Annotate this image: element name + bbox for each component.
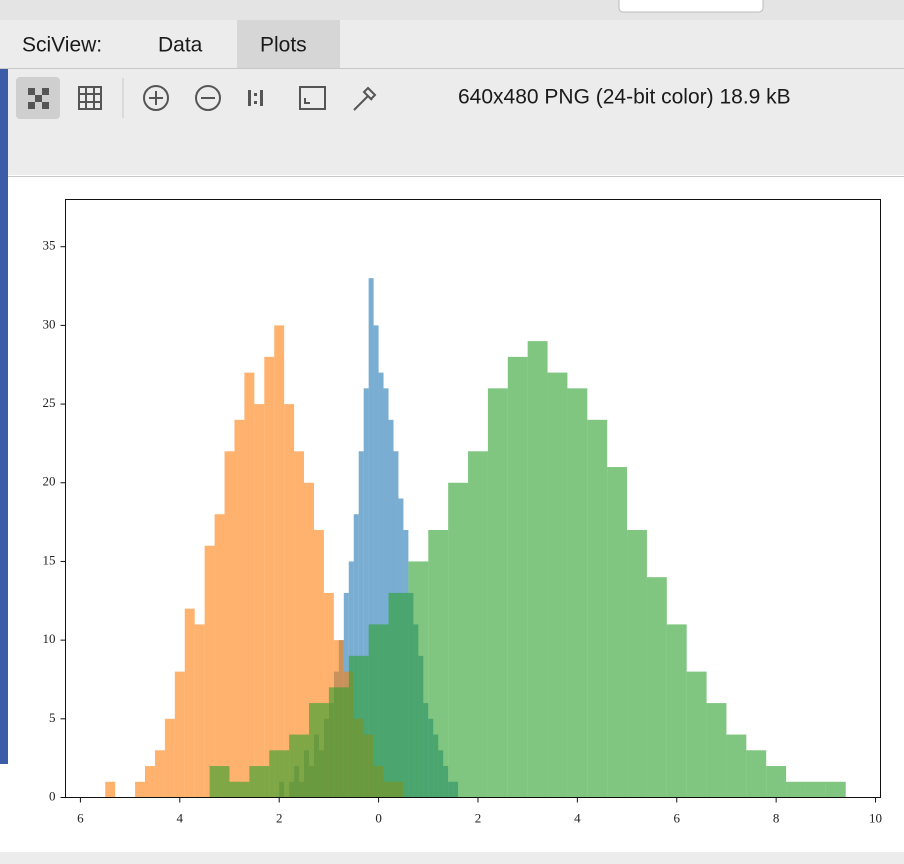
bar [507,356,528,798]
x-tick-label: 6 [674,810,681,825]
bar [378,372,384,798]
bar [214,514,225,798]
bar [184,608,195,798]
tab-bar [0,20,904,68]
bar [348,655,369,798]
bar [547,372,568,798]
bar [309,703,329,798]
bar [408,561,429,798]
image-info: 640x480 PNG (24-bit color) 18.9 kB [458,86,791,109]
y-tick-label: 20 [43,474,56,489]
bar [368,278,374,798]
bar [726,734,747,798]
bar [145,766,155,798]
bar [209,766,230,798]
y-tick-label: 0 [49,788,56,803]
tab[interactable]: Data [158,34,203,57]
zoom-in-icon[interactable] [143,85,169,111]
bar [825,781,846,798]
bar [805,781,826,798]
status-bar [0,852,904,864]
bar [105,781,116,798]
bar [706,703,727,798]
bar [627,529,647,798]
bar [154,750,165,798]
bar [363,388,369,798]
bar [786,781,806,798]
x-tick-label: 2 [475,810,482,825]
bar [448,482,469,798]
y-tick-label: 30 [43,316,56,331]
y-tick-label: 35 [43,238,56,253]
top-strip [0,0,904,20]
bar [746,750,767,798]
bar [328,687,349,798]
zoom-out-icon[interactable] [195,85,221,111]
bar [224,451,235,798]
bar [666,624,687,798]
bar [289,734,310,798]
bar [229,781,250,798]
actual-size-icon[interactable] [248,90,263,106]
bar [234,419,245,798]
bar [686,671,707,798]
fit-icon[interactable] [299,86,326,110]
x-tick-label: 8 [773,810,780,825]
bar [313,529,324,798]
bar [607,467,628,798]
bar [244,372,255,798]
tab[interactable]: Plots [260,34,307,57]
bar [254,404,265,798]
bar [373,325,379,798]
y-tick-label: 25 [43,395,56,410]
bar [194,624,205,798]
bar [388,592,409,798]
bar [646,577,667,798]
tabs-label: SciView: [22,34,102,57]
bar [274,325,285,798]
bar [294,451,305,798]
bar [358,451,364,798]
x-tick-label: 2 [276,810,283,825]
bar [174,671,185,798]
bar [304,482,314,798]
bar [527,341,548,798]
bar [487,388,508,798]
bar [135,781,146,798]
x-tick-label: 4 [574,810,581,825]
top-button[interactable] [618,0,764,13]
x-tick-label: 4 [177,810,184,825]
bar [428,529,449,798]
active-tab-bg [237,20,340,68]
bar [264,356,275,798]
bar [383,388,389,798]
eyedropper-icon[interactable] [353,86,377,111]
axes-frame [65,199,881,798]
bar [368,624,389,798]
y-tick-label: 15 [43,552,56,567]
x-tick-label: 0 [375,810,382,825]
grid-icon[interactable] [78,86,102,110]
bar [269,750,290,798]
bar [587,419,608,798]
left-strip [0,69,8,764]
bar [204,545,215,798]
chessboard-icon[interactable] [28,88,49,109]
bar [284,404,295,798]
bar [468,451,488,798]
x-tick-label: 6 [77,810,84,825]
bar [766,766,787,798]
y-tick-label: 10 [43,631,56,646]
bar [164,718,175,798]
bar [249,766,270,798]
bar [567,388,588,798]
x-tick-label: 10 [869,810,882,825]
y-tick-label: 5 [49,710,56,725]
